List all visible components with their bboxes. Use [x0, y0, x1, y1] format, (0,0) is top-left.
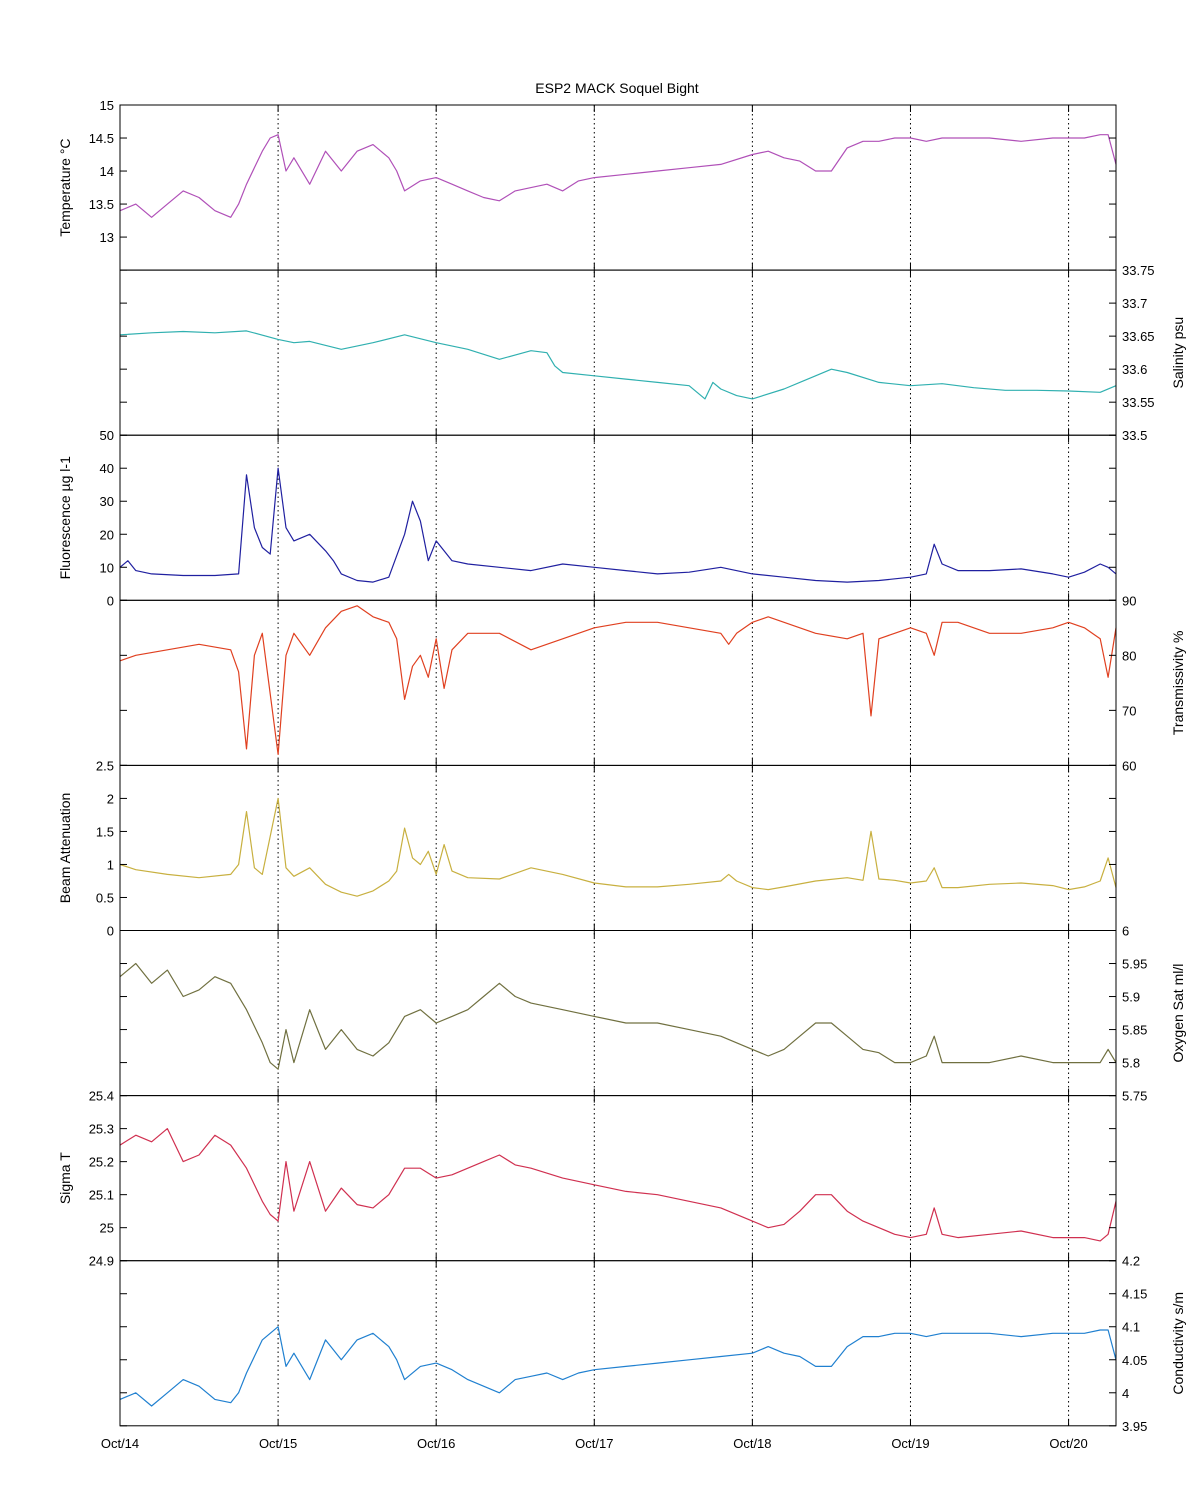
- y-tick-label: 0: [107, 593, 114, 608]
- y-axis-label: Transmissivity %: [1170, 631, 1186, 736]
- y-tick-label: 80: [1122, 648, 1136, 663]
- series-line-4: [119, 605, 1117, 756]
- y-tick-label: 1: [107, 857, 114, 872]
- y-tick-label: 5.9: [1122, 990, 1140, 1005]
- y-tick-label: 33.5: [1122, 428, 1147, 443]
- y-axis-label: Fluorescence µg l-1: [57, 456, 73, 579]
- chart-title: ESP2 MACK Soquel Bight: [535, 80, 699, 96]
- y-axis-label: Conductivity s/m: [1170, 1292, 1186, 1395]
- y-tick-label: 14.5: [89, 131, 114, 146]
- y-tick-label: 4.1: [1122, 1320, 1140, 1335]
- x-tick-label: Oct/17: [575, 1436, 613, 1451]
- panel-frame: [119, 1260, 1117, 1427]
- y-tick-label: 2.5: [96, 758, 114, 773]
- y-tick-label: 25.4: [89, 1089, 114, 1104]
- y-tick-label: 50: [100, 428, 114, 443]
- y-tick-label: 33.65: [1122, 329, 1155, 344]
- y-tick-label: 25.1: [89, 1188, 114, 1203]
- series-line-2: [119, 330, 1117, 400]
- y-tick-label: 3.95: [1122, 1419, 1147, 1434]
- series-line-1: [119, 134, 1117, 218]
- y-tick-label: 30: [100, 494, 114, 509]
- y-tick-label: 24.9: [89, 1254, 114, 1269]
- series-line-8: [119, 1326, 1117, 1407]
- y-tick-label: 14: [100, 164, 114, 179]
- y-tick-label: 5.75: [1122, 1089, 1147, 1104]
- x-tick-label: Oct/20: [1049, 1436, 1087, 1451]
- y-axis-label: Salinity psu: [1170, 317, 1186, 389]
- x-tick-label: Oct/14: [101, 1436, 139, 1451]
- y-tick-label: 70: [1122, 703, 1136, 718]
- y-tick-label: 1.5: [96, 824, 114, 839]
- y-tick-label: 4.05: [1122, 1353, 1147, 1368]
- y-tick-label: 33.7: [1122, 296, 1147, 311]
- y-tick-label: 20: [100, 527, 114, 542]
- y-axis-label: Beam Attenuation: [57, 793, 73, 904]
- series-line-7: [119, 1127, 1117, 1242]
- y-tick-label: 25.3: [89, 1122, 114, 1137]
- y-tick-label: 5.85: [1122, 1023, 1147, 1038]
- series-layer: [119, 134, 1117, 1407]
- y-tick-label: 4.2: [1122, 1254, 1140, 1269]
- y-tick-label: 33.55: [1122, 395, 1155, 410]
- y-tick-label: 4: [1122, 1386, 1129, 1401]
- y-tick-label: 25: [100, 1221, 114, 1236]
- y-tick-label: 0.5: [96, 890, 114, 905]
- series-line-5: [119, 797, 1117, 897]
- y-axis-label: Temperature °C: [57, 138, 73, 236]
- y-tick-label: 10: [100, 560, 114, 575]
- y-axis-label: Sigma T: [57, 1152, 73, 1204]
- y-tick-label: 5.8: [1122, 1056, 1140, 1071]
- y-tick-label: 13: [100, 230, 114, 245]
- y-tick-label: 33.75: [1122, 263, 1155, 278]
- x-tick-label: Oct/15: [259, 1436, 297, 1451]
- y-tick-label: 15: [100, 98, 114, 113]
- y-tick-label: 4.15: [1122, 1287, 1147, 1302]
- y-tick-label: 0: [107, 924, 114, 939]
- y-tick-label: 5.95: [1122, 957, 1147, 972]
- y-tick-label: 90: [1122, 593, 1136, 608]
- series-line-6: [119, 962, 1117, 1070]
- y-tick-label: 25.2: [89, 1155, 114, 1170]
- y-tick-label: 2: [107, 791, 114, 806]
- x-tick-label: Oct/16: [417, 1436, 455, 1451]
- x-tick-label: Oct/18: [733, 1436, 771, 1451]
- x-tick-label: Oct/19: [891, 1436, 929, 1451]
- series-line-3: [119, 467, 1117, 583]
- y-tick-label: 33.6: [1122, 362, 1147, 377]
- y-tick-label: 60: [1122, 758, 1136, 773]
- y-tick-label: 40: [100, 461, 114, 476]
- y-tick-label: 13.5: [89, 197, 114, 212]
- y-axis-label: Oxygen Sat ml/l: [1170, 964, 1186, 1063]
- y-tick-label: 6: [1122, 924, 1129, 939]
